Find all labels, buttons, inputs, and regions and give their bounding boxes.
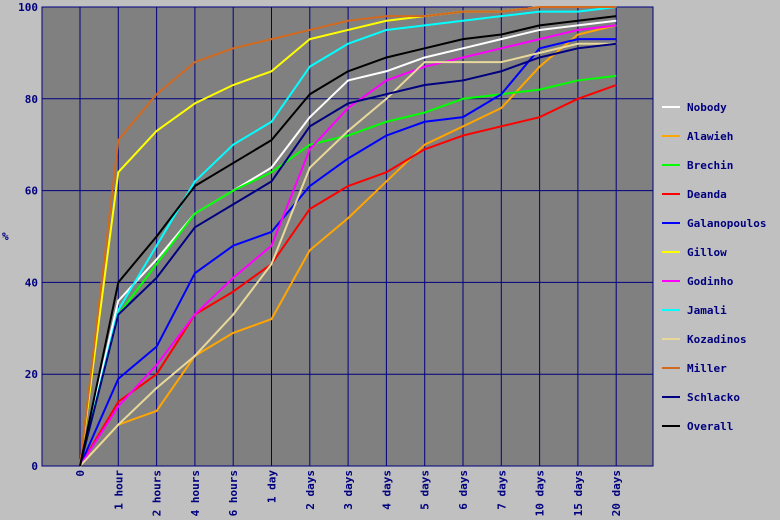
- series-line-miller: [79, 6, 617, 467]
- series-line-deanda: [79, 84, 617, 467]
- plot-area: [42, 7, 653, 466]
- y-axis-label: %: [2, 230, 9, 243]
- y-tick-label: 100: [18, 1, 38, 14]
- x-tick-label: 6 hours: [227, 470, 240, 516]
- legend-label: Godinho: [687, 275, 734, 288]
- legend-label: Galanopoulos: [687, 217, 766, 230]
- legend-label: Deanda: [687, 188, 727, 201]
- y-tick-label: 80: [25, 93, 38, 106]
- series-line-kozadinos: [79, 42, 617, 467]
- y-tick-label: 40: [25, 276, 38, 289]
- series-line-jamali: [79, 6, 617, 467]
- x-tick-label: 10 days: [534, 470, 547, 516]
- legend-label: Schlacko: [687, 391, 740, 404]
- legend-label: Overall: [687, 420, 733, 433]
- x-tick-label: 7 days: [495, 470, 508, 510]
- series-line-godinho: [79, 24, 617, 467]
- legend-label: Brechin: [687, 159, 733, 172]
- legend-label: Nobody: [687, 101, 727, 114]
- x-tick-label: 6 days: [457, 470, 470, 510]
- series-line-nobody: [79, 19, 617, 467]
- legend-label: Jamali: [687, 304, 727, 317]
- x-tick-label: 4 days: [380, 470, 393, 510]
- y-tick-label: 60: [25, 185, 38, 198]
- x-tick-labels: 0 1 hour 2 hours 4 hours 6 hours 1 day 2 days 3…: [74, 470, 623, 517]
- series-line-galanopoulos: [79, 38, 617, 467]
- series-line-brechin: [79, 74, 617, 467]
- x-tick-label: 3 days: [342, 470, 355, 510]
- legend-label: Miller: [687, 362, 727, 375]
- series-line-overall: [79, 15, 617, 467]
- x-tick-label: 4 hours: [189, 470, 202, 516]
- series-line-alawieh: [79, 24, 617, 467]
- x-tick-label: 5 days: [419, 470, 432, 510]
- x-tick-label: 2 hours: [151, 470, 164, 516]
- x-tick-label: 15 days: [572, 470, 585, 516]
- legend-label: Kozadinos: [687, 333, 747, 346]
- series-line-schlacko: [79, 42, 617, 467]
- legend-label: Gillow: [687, 246, 727, 259]
- x-tick-label: 1 hour: [112, 470, 125, 510]
- series-lines: [79, 6, 617, 467]
- y-tick-label: 0: [31, 460, 38, 473]
- legend-label: Alawieh: [687, 130, 733, 143]
- y-tick-label: 20: [25, 368, 38, 381]
- x-tick-label: 0: [74, 470, 87, 477]
- x-tick-label: 20 days: [610, 470, 623, 516]
- y-tick-labels: 0 20 40 60 80 100: [18, 1, 38, 473]
- x-tick-label: 1 day: [266, 470, 279, 503]
- legend: Nobody Alawieh Brechin Deanda Galanopoulos Gi…: [662, 101, 766, 433]
- x-tick-label: 2 days: [304, 470, 317, 510]
